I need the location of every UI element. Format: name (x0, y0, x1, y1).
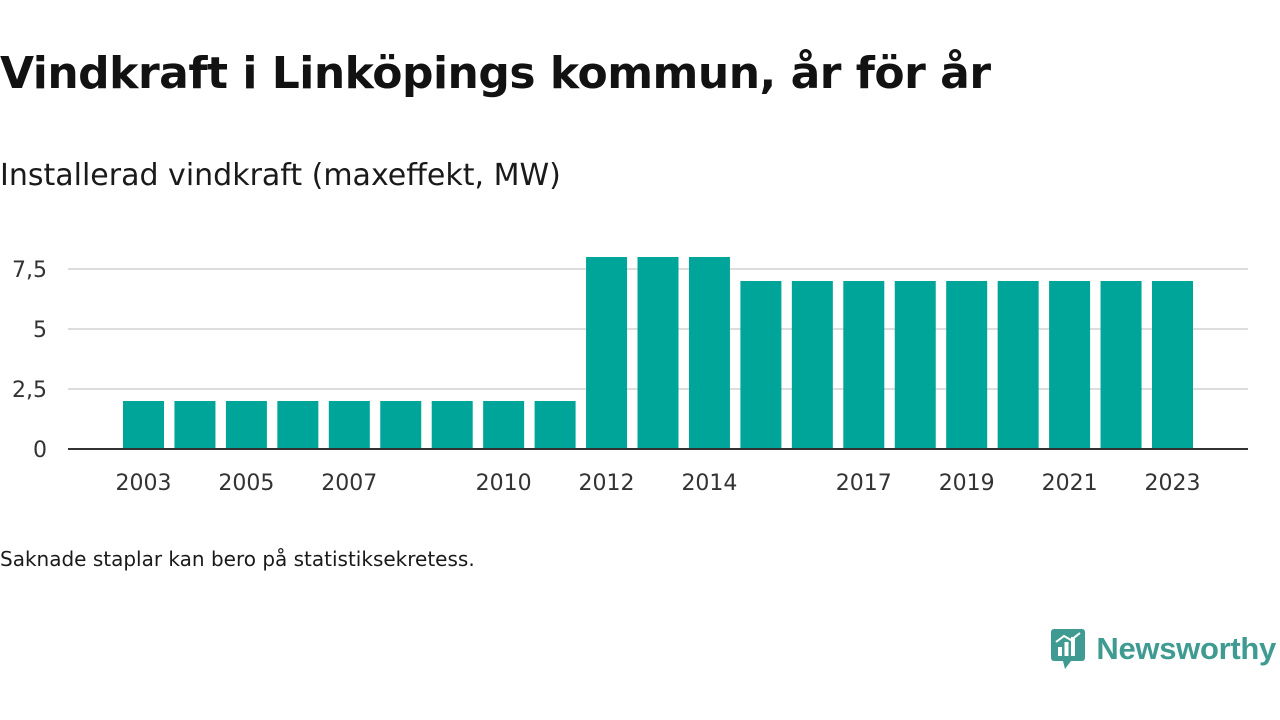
y-tick-label: 2,5 (12, 378, 47, 403)
bar-2006 (277, 401, 319, 449)
bar-2012 (586, 257, 628, 449)
x-tick-label: 2010 (476, 471, 532, 496)
y-tick-label: 5 (33, 318, 47, 343)
bar-2010 (483, 401, 525, 449)
bar-2019 (946, 281, 988, 449)
x-tick-label: 2014 (681, 471, 737, 496)
x-tick-label: 2021 (1042, 471, 1098, 496)
bar-2011 (534, 401, 576, 449)
bar-2015 (740, 281, 782, 449)
bar-2018 (894, 281, 936, 449)
bar-2014 (688, 257, 730, 449)
bar-2005 (225, 401, 267, 449)
x-tick-label: 2012 (579, 471, 635, 496)
y-tick-label: 7,5 (12, 258, 47, 283)
bar-2008 (380, 401, 422, 449)
bar-2016 (791, 281, 833, 449)
bar-2017 (843, 281, 885, 449)
x-tick-label: 2003 (116, 471, 172, 496)
chart-subtitle: Installerad vindkraft (maxeffekt, MW) (0, 158, 561, 193)
bar-2009 (431, 401, 473, 449)
footnote: Saknade staplar kan bero på statistiksek… (0, 547, 475, 571)
bar-2020 (997, 281, 1039, 449)
bar-chart: 0 2,5 5 7,5 2003 2005 2007 2010 2012 2014 2017 2019… (12, 257, 1248, 496)
x-tick-label: 2017 (836, 471, 892, 496)
bar-2021 (1049, 281, 1091, 449)
bars (123, 257, 1193, 449)
x-tick-label: 2019 (939, 471, 995, 496)
bar-2003 (123, 401, 164, 449)
newsworthy-logo-icon (1051, 629, 1086, 669)
brand-name: Newsworthy (1096, 631, 1276, 666)
y-tick-label: 0 (33, 438, 47, 463)
bar-2022 (1100, 281, 1142, 449)
x-tick-label: 2007 (321, 471, 377, 496)
x-tick-label: 2005 (218, 471, 274, 496)
bar-2023 (1152, 281, 1193, 449)
tick-labels: 0 2,5 5 7,5 2003 2005 2007 2010 2012 2014 2017 2019… (12, 258, 1201, 496)
bar-2004 (174, 401, 216, 449)
bar-2007 (328, 401, 370, 449)
chart-title: Vindkraft i Linköpings kommun, år för år (0, 48, 991, 99)
bar-2013 (637, 257, 679, 449)
x-tick-label: 2023 (1145, 471, 1201, 496)
brand-logo[interactable]: Newsworthy (1050, 628, 1276, 670)
